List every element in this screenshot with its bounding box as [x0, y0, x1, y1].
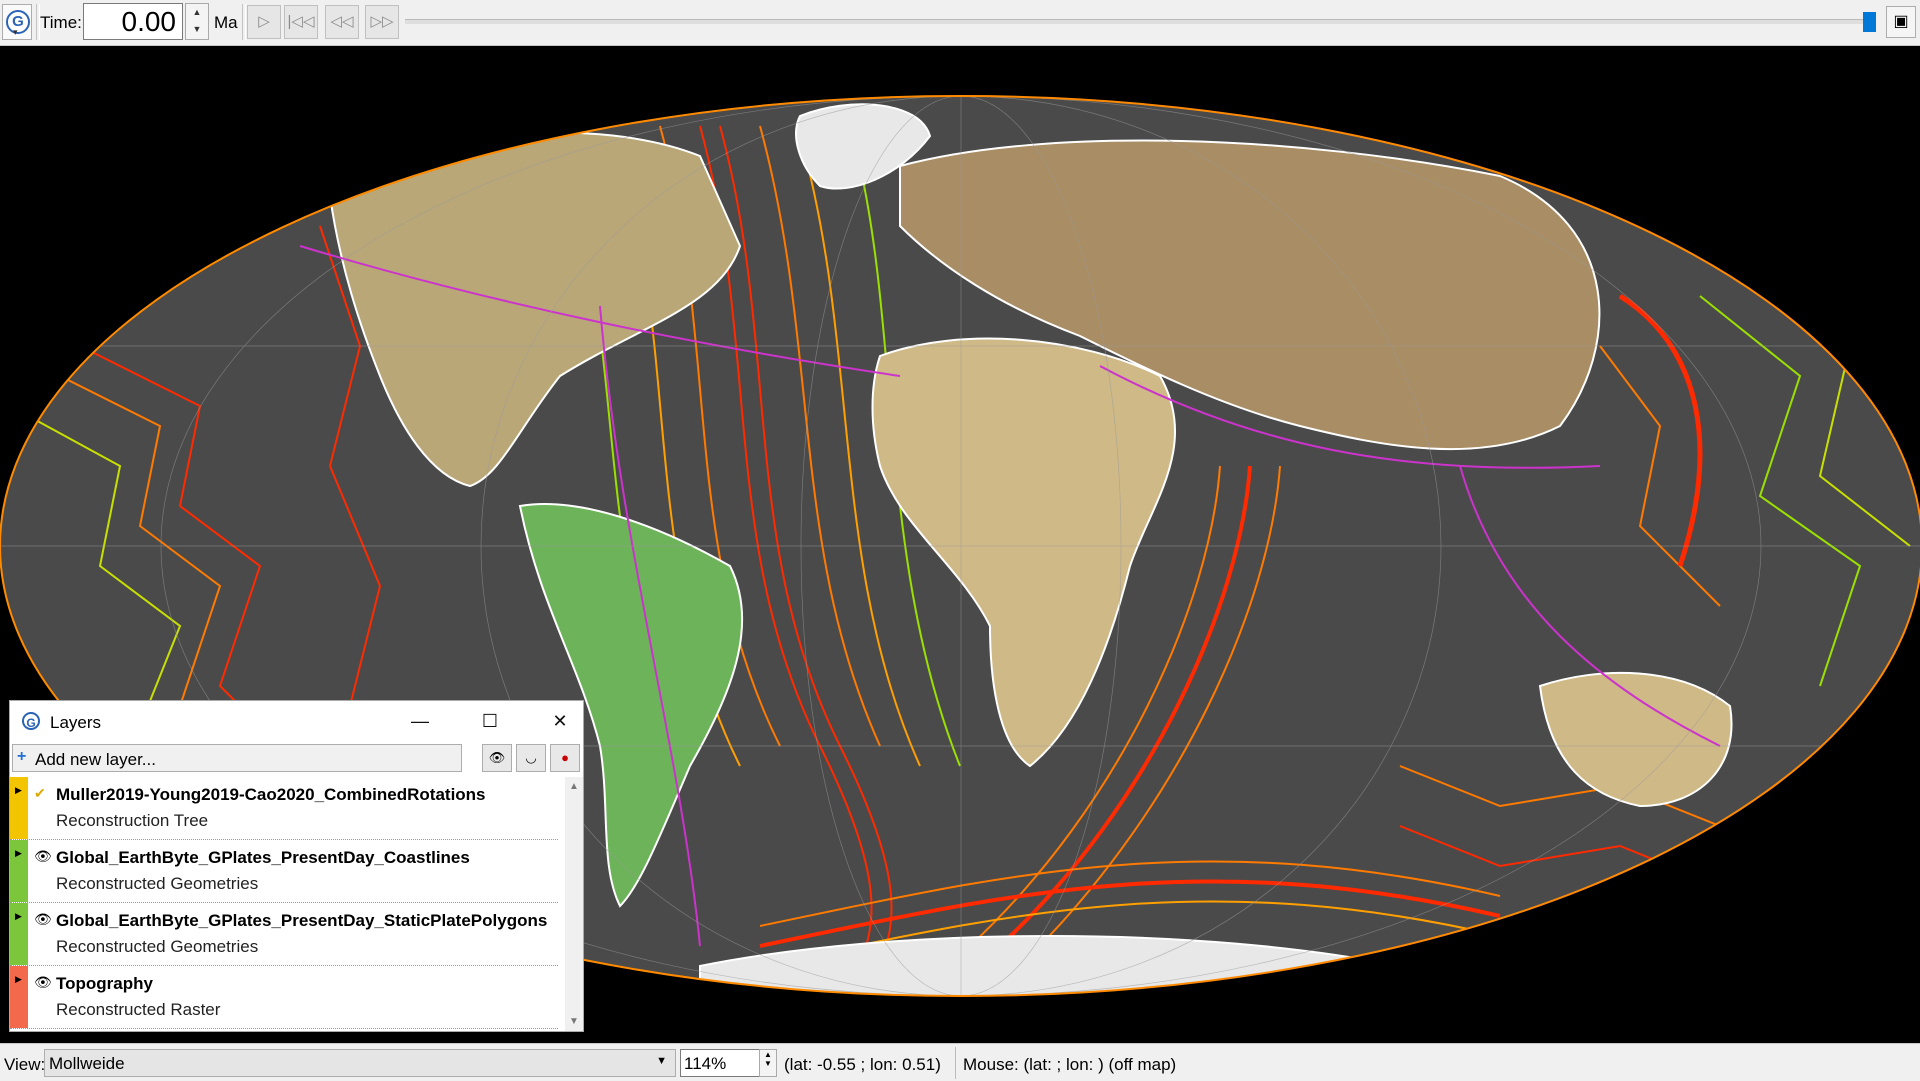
layer-type: Reconstructed Geometries — [56, 937, 259, 956]
layer-name: Global_EarthByte_GPlates_PresentDay_Stat… — [56, 911, 548, 930]
mouse-coordinates: Mouse: (lat: ; lon: ) (off map) — [963, 1055, 1177, 1074]
zoom-value: 114% — [684, 1054, 727, 1073]
layer-row[interactable]: ▶ 👁 Global_EarthByte_GPlates_PresentDay_… — [10, 903, 558, 966]
top-toolbar: G ▾ Time: 0.00 ▲ ▼ Ma ▷ |◁◁ ◁◁ ▷▷ ▣ — [0, 0, 1920, 46]
minimize-icon: — — [411, 711, 429, 731]
layer-name: Topography — [56, 974, 153, 993]
map-outline — [0, 95, 1920, 997]
eye-icon: 👁 — [488, 750, 506, 765]
skip-start-icon: |◁◁ — [287, 13, 315, 30]
window-toggle-button[interactable]: ▣ — [1886, 6, 1916, 38]
status-bar: View: Mollweide ▼ 114% ▲ ▼ (lat: -0.55 ;… — [0, 1043, 1920, 1081]
scroll-up-icon[interactable]: ▲ — [569, 781, 579, 792]
eye-closed-icon: ◡ — [525, 750, 537, 765]
layer-color-stripe: ▶ — [10, 840, 28, 902]
layer-type: Reconstructed Raster — [56, 1000, 221, 1019]
window-icon: ▣ — [1893, 13, 1909, 30]
status-separator — [955, 1047, 956, 1079]
add-new-layer-label: Add new layer... — [35, 750, 156, 769]
time-input[interactable]: 0.00 — [83, 3, 183, 40]
plate-boundaries — [299, 245, 1721, 947]
check-icon[interactable]: ✔ — [34, 785, 46, 801]
chevron-down-icon: ▾ — [13, 27, 18, 37]
zoom-input[interactable]: 114% — [680, 1049, 760, 1077]
layers-window: G Layers — ☐ ✕ + Add new layer... 👁 ◡ ● … — [9, 700, 584, 1032]
maximize-button[interactable]: ☐ — [466, 705, 514, 737]
layer-row[interactable]: ▶ 👁 Topography Reconstructed Raster — [10, 966, 558, 1029]
reset-to-start-button[interactable]: |◁◁ — [284, 5, 318, 39]
eye-icon[interactable]: 👁 — [34, 974, 52, 990]
spin-down-icon[interactable]: ▼ — [764, 1059, 772, 1068]
app-menu-button[interactable]: G ▾ — [2, 4, 32, 40]
eye-icon[interactable]: 👁 — [34, 848, 52, 864]
gplates-logo-icon: G — [22, 712, 40, 730]
minimize-button[interactable]: — — [396, 705, 444, 737]
maximize-icon: ☐ — [481, 711, 499, 731]
layer-row[interactable]: ▶ 👁 Global_EarthByte_GPlates_PresentDay_… — [10, 840, 558, 903]
continents — [328, 103, 1733, 996]
expand-arrow-icon[interactable]: ▶ — [15, 911, 22, 921]
layer-list: ▶ ✔ Muller2019-Young2019-Cao2020_Combine… — [10, 777, 565, 1031]
layer-name: Muller2019-Young2019-Cao2020_CombinedRot… — [56, 785, 486, 804]
add-new-layer-button[interactable]: + Add new layer... — [12, 744, 462, 772]
layer-color-stripe: ▶ — [10, 966, 28, 1028]
toolbar-separator — [242, 4, 246, 40]
gplates-logo-icon: G — [6, 10, 30, 34]
map-canvas[interactable] — [0, 46, 1920, 1042]
fast-forward-icon: ▷▷ — [370, 13, 394, 30]
layers-title: Layers — [50, 713, 102, 732]
projection-value: Mollweide — [49, 1054, 125, 1073]
projection-select[interactable]: Mollweide ▼ — [44, 1049, 676, 1077]
hide-all-layers-button[interactable]: ◡ — [516, 744, 546, 772]
time-label: Time: — [40, 13, 82, 32]
layer-name: Global_EarthByte_GPlates_PresentDay_Coas… — [56, 848, 470, 867]
play-icon: ▷ — [258, 13, 270, 30]
layer-color-stripe: ▶ — [10, 903, 28, 965]
show-all-layers-button[interactable]: 👁 — [482, 744, 512, 772]
close-icon: ✕ — [552, 711, 568, 731]
plus-icon: + — [17, 748, 27, 765]
spin-up-icon[interactable]: ▲ — [192, 7, 202, 17]
expand-arrow-icon[interactable]: ▶ — [15, 974, 22, 984]
time-unit-label: Ma — [214, 13, 238, 32]
zoom-spinner[interactable]: ▲ ▼ — [759, 1049, 777, 1077]
camera-coordinates: (lat: -0.55 ; lon: 0.51) — [784, 1055, 941, 1074]
spin-down-icon[interactable]: ▼ — [192, 24, 202, 34]
eye-icon[interactable]: 👁 — [34, 911, 52, 927]
rewind-icon: ◁◁ — [330, 13, 354, 30]
expand-arrow-icon[interactable]: ▶ — [15, 848, 22, 858]
spin-up-icon[interactable]: ▲ — [764, 1050, 772, 1059]
time-slider-track[interactable] — [405, 19, 1871, 24]
layer-type: Reconstruction Tree — [56, 811, 209, 830]
colour-balls-icon: ● — [561, 750, 569, 765]
time-spinner[interactable]: ▲ ▼ — [185, 3, 209, 40]
step-back-button[interactable]: ◁◁ — [325, 5, 359, 39]
layers-title-bar[interactable]: G Layers — ☐ ✕ — [10, 701, 583, 741]
layer-type: Reconstructed Geometries — [56, 874, 259, 893]
step-forward-button[interactable]: ▷▷ — [365, 5, 399, 39]
expand-arrow-icon[interactable]: ▶ — [15, 785, 22, 795]
graticule — [0, 96, 1920, 996]
toolbar-separator — [36, 4, 40, 40]
time-slider-handle[interactable] — [1863, 12, 1876, 32]
play-button[interactable]: ▷ — [247, 5, 281, 39]
chevron-down-icon: ▼ — [656, 1055, 667, 1067]
layer-list-scrollbar[interactable]: ▲ ▼ — [565, 777, 583, 1031]
layer-row[interactable]: ▶ ✔ Muller2019-Young2019-Cao2020_Combine… — [10, 777, 558, 840]
close-button[interactable]: ✕ — [536, 705, 584, 737]
layer-color-stripe: ▶ — [10, 777, 28, 839]
layer-colouring-button[interactable]: ● — [550, 744, 580, 772]
scroll-down-icon[interactable]: ▼ — [569, 1016, 579, 1027]
view-label: View: — [4, 1055, 46, 1074]
